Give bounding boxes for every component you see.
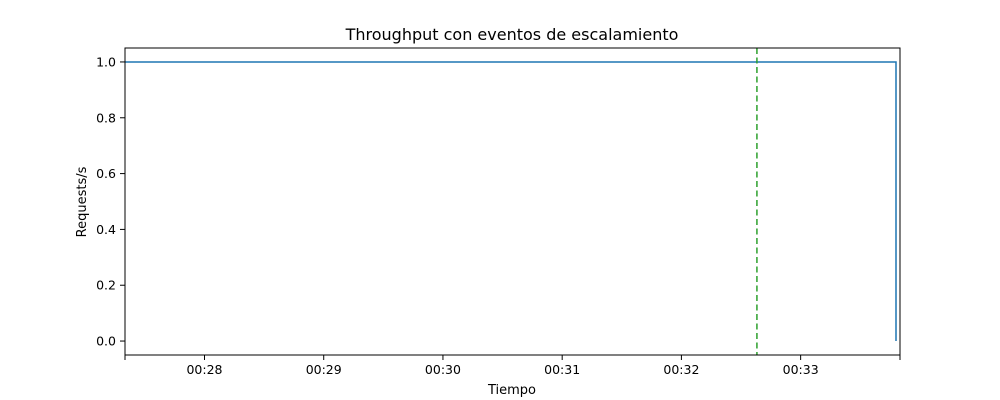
y-axis: 0.0 0.2 0.4 0.6 0.8 1.0 <box>96 54 125 349</box>
y-axis-label: Requests/s <box>75 166 90 237</box>
plot-frame <box>124 47 901 356</box>
x-tick-label: 00:28 <box>186 362 222 377</box>
x-tick-label: 00:31 <box>544 362 580 377</box>
y-tick-label: 0.8 <box>96 110 116 125</box>
y-tick-label: 0.6 <box>96 166 116 181</box>
x-axis-label: Tiempo <box>487 383 536 398</box>
x-tick-label: 00:29 <box>306 362 342 377</box>
y-tick-label: 1.0 <box>96 54 116 69</box>
y-tick-label: 0.4 <box>96 222 116 237</box>
x-tick-label: 00:32 <box>663 362 699 377</box>
y-tick-label: 0.0 <box>96 334 116 349</box>
x-axis: 00:28 00:29 00:30 00:31 00:32 00:33 <box>124 355 901 377</box>
x-tick-label: 00:30 <box>425 362 461 377</box>
x-tick-label: 00:33 <box>783 362 819 377</box>
series-line-0 <box>125 61 897 341</box>
y-tick-label: 0.2 <box>96 278 116 293</box>
plot-area <box>124 47 901 356</box>
chart-title: Throughput con eventos de escalamiento <box>345 25 679 44</box>
